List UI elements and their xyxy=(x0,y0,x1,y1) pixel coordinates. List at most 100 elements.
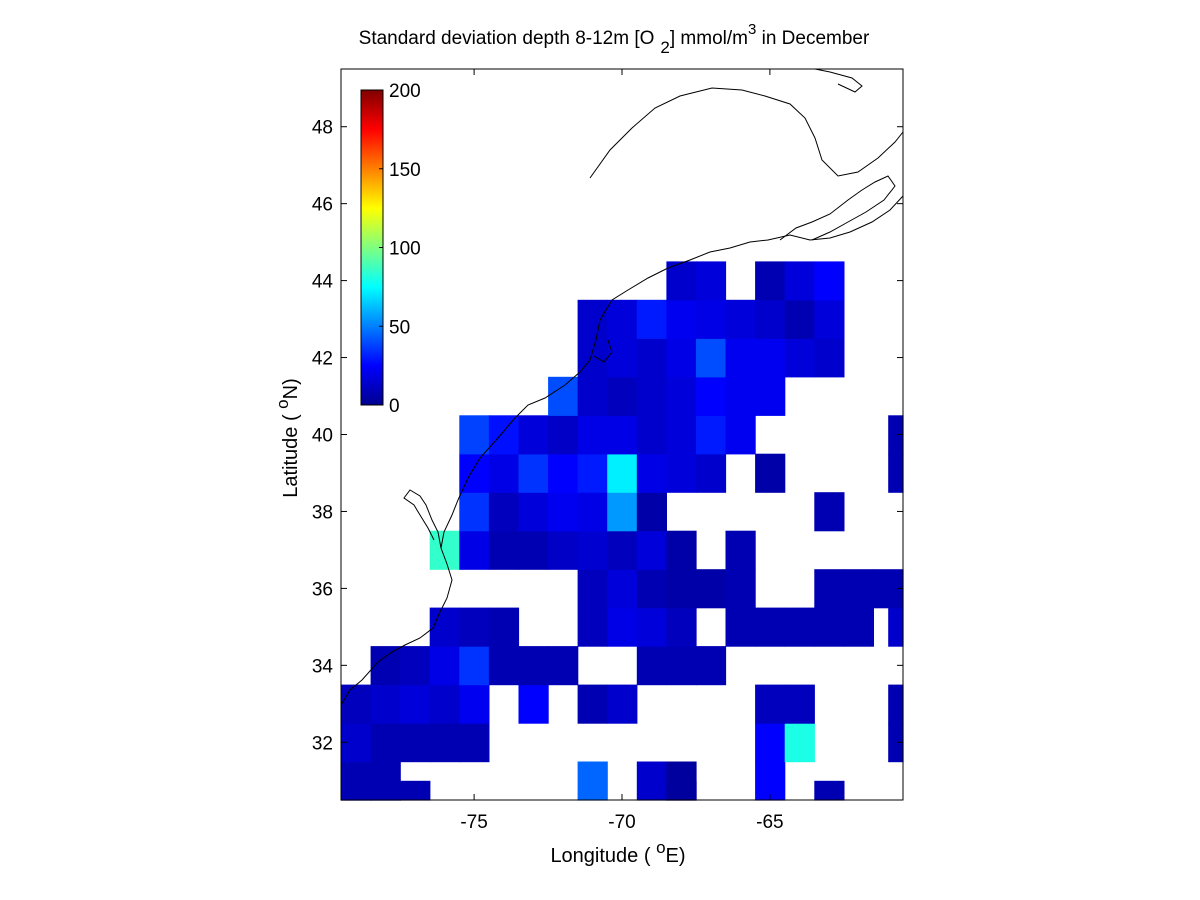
chart-title-after-sub: ] mmol/m xyxy=(670,28,748,49)
heatmap-cell xyxy=(607,453,638,493)
heatmap-cell xyxy=(607,684,638,724)
heatmap-cell xyxy=(814,607,845,647)
heatmap-cell xyxy=(636,415,667,455)
heatmap-cell xyxy=(784,723,815,763)
heatmap-cell xyxy=(488,415,520,455)
colorbar-ticks: 0 50 100 150 200 xyxy=(379,81,421,417)
coastline-gulf-st-lawrence xyxy=(589,87,904,179)
heatmap-cell xyxy=(843,569,874,609)
y-tick-label: 38 xyxy=(312,502,333,523)
heatmap-cell xyxy=(814,338,845,378)
y-tick-label: 40 xyxy=(312,426,333,447)
heatmap-cell xyxy=(695,415,727,455)
heatmap-cell xyxy=(607,492,638,532)
y-tick-label: 34 xyxy=(312,656,334,677)
heatmap-cell xyxy=(814,261,845,301)
heatmap-cell xyxy=(400,780,431,801)
heatmap-cell xyxy=(888,723,904,763)
heatmap-cell xyxy=(488,530,520,570)
heatmap-cell xyxy=(488,492,520,532)
heatmap-cell xyxy=(577,299,608,339)
heatmap-cell xyxy=(548,492,579,532)
heatmap-cell xyxy=(636,376,667,416)
heatmap-cell xyxy=(755,684,786,724)
heatmap-cell xyxy=(755,299,786,339)
heatmap-cell xyxy=(459,492,490,532)
heatmap-cell xyxy=(370,684,401,724)
heatmap-cell xyxy=(666,780,697,801)
heatmap-cell xyxy=(636,607,667,647)
y-tick-label: 48 xyxy=(312,118,333,139)
heatmap-cell xyxy=(636,569,667,609)
heatmap-cell xyxy=(548,376,579,416)
heatmap-cell xyxy=(341,684,372,724)
heatmap-cell xyxy=(695,569,727,609)
heatmap-cell xyxy=(666,261,697,301)
heatmap-cell xyxy=(636,530,667,570)
heatmap-cell xyxy=(577,761,608,801)
heatmap-cell xyxy=(518,646,549,686)
heatmap-cell xyxy=(755,261,786,301)
chart-title-superscript: 3 xyxy=(748,21,756,38)
heatmap-cell xyxy=(725,338,756,378)
heatmap-cell xyxy=(548,646,579,686)
heatmap-cell xyxy=(695,453,727,493)
heatmap-cell xyxy=(636,761,667,801)
heatmap-cell xyxy=(636,338,667,378)
heatmap-cell xyxy=(666,299,697,339)
heatmap-cell xyxy=(607,299,638,339)
heatmap-cell xyxy=(784,261,815,301)
heatmap-cell xyxy=(755,723,786,763)
heatmap-cell xyxy=(459,415,490,455)
y-tick-label: 42 xyxy=(312,349,333,370)
heatmap-cell xyxy=(429,684,460,724)
heatmap-cell xyxy=(695,261,727,301)
heatmap-cell xyxy=(636,646,667,686)
heatmap-cell xyxy=(370,646,401,686)
heatmap-cell xyxy=(577,569,608,609)
colorbar-tick-label: 50 xyxy=(389,317,410,338)
heatmap-cell xyxy=(666,415,697,455)
heatmap-cell xyxy=(666,569,697,609)
heatmap-cell xyxy=(577,607,608,647)
colorbar: 0 50 100 150 200 xyxy=(360,81,421,417)
heatmap-cell xyxy=(695,299,727,339)
heatmap-cell xyxy=(400,723,431,763)
heatmap-cell xyxy=(755,607,786,647)
x-tick-label: -70 xyxy=(608,812,635,833)
heatmap-cell xyxy=(636,453,667,493)
heatmap-cell xyxy=(341,780,372,801)
heatmap-cell xyxy=(607,338,638,378)
heatmap-cell xyxy=(814,299,845,339)
heatmap-cell xyxy=(666,530,697,570)
heatmap-cell xyxy=(784,338,815,378)
heatmap-cell xyxy=(577,415,608,455)
coastline-nova-scotia xyxy=(779,175,896,241)
heatmap-cell xyxy=(666,453,697,493)
heatmap-cell xyxy=(459,646,490,686)
heatmap-cell xyxy=(695,646,727,686)
heatmap-cell xyxy=(459,723,490,763)
heatmap-cell xyxy=(666,607,697,647)
coastline xyxy=(340,68,904,706)
heatmap-cell xyxy=(488,607,520,647)
heatmap-cell xyxy=(725,376,756,416)
x-tick-label: -75 xyxy=(460,812,487,833)
y-tick-label: 46 xyxy=(312,195,333,216)
heatmap-cell xyxy=(695,338,727,378)
heatmap-cell xyxy=(577,684,608,724)
colorbar-tick-label: 200 xyxy=(389,81,421,102)
heatmap-cell xyxy=(607,415,638,455)
heatmap-cell xyxy=(607,530,638,570)
colorbar-tick-label: 150 xyxy=(389,160,421,181)
heatmap-cell xyxy=(518,415,549,455)
heatmap-cell xyxy=(725,415,756,455)
heatmap-cell xyxy=(518,453,549,493)
y-tick-label: 32 xyxy=(312,733,333,754)
heatmap-cell xyxy=(548,453,579,493)
x-axis-label-pre: Longitude ( xyxy=(550,845,656,867)
heatmap-cell xyxy=(666,338,697,378)
plot-area: 0 50 100 150 200 -75 -70 -65 32 34 36 38 40 42 44 46 48 xyxy=(312,68,904,833)
heatmap-cell xyxy=(784,607,815,647)
coastline-north-shore xyxy=(814,68,863,93)
